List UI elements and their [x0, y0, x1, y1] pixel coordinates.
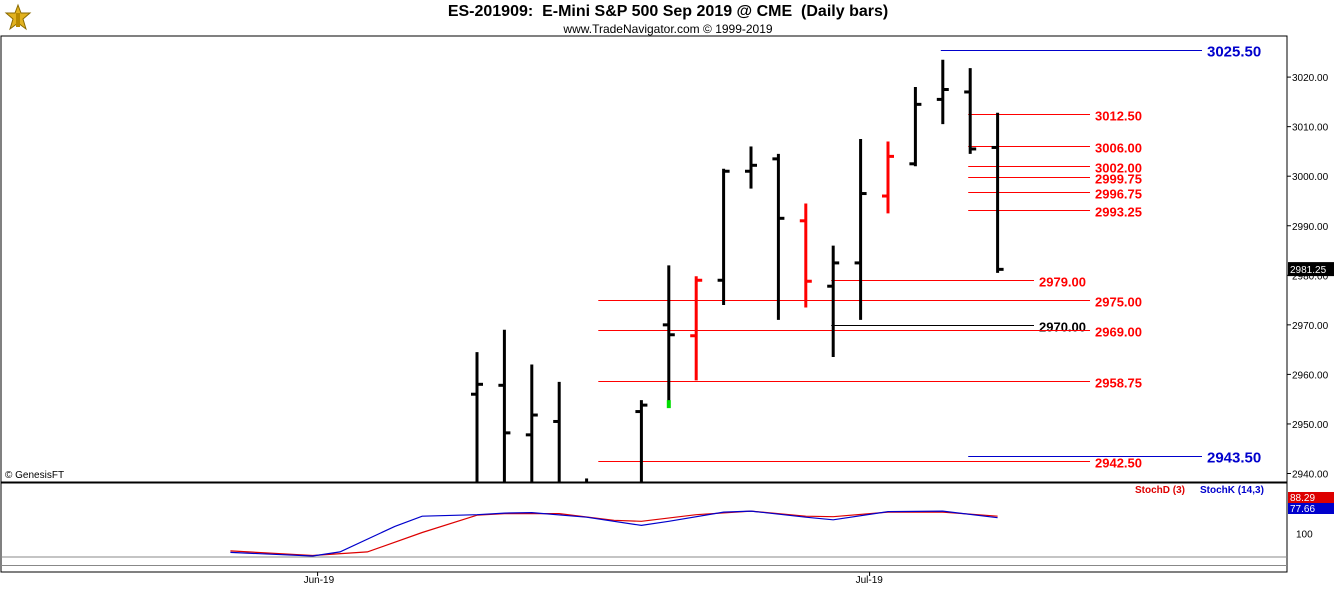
time-tick-label: Jun-19 [304, 575, 335, 586]
last-price-box [1288, 262, 1334, 277]
stoch-series-line [230, 510, 998, 557]
price-tick-label: 2970.00 [1292, 321, 1329, 332]
ohlc-bar [964, 68, 977, 154]
ohlc-bars [471, 59, 1004, 482]
price-tick-label: 3020.00 [1292, 73, 1329, 84]
stoch-value-box [1288, 492, 1334, 503]
stoch-value-label: 77.66 [1290, 504, 1315, 515]
ohlc-bar [745, 146, 757, 189]
price-tick-label: 2980.00 [1292, 271, 1329, 282]
level-label: 2999.75 [1095, 172, 1142, 187]
chart-header: ES-201909: E-Mini S&P 500 Sep 2019 @ CME… [0, 0, 1336, 36]
ohlc-bar [772, 153, 785, 320]
stoch-series-line [230, 510, 998, 557]
level-label: 2996.75 [1095, 187, 1142, 202]
price-tick-label: 3000.00 [1292, 172, 1329, 183]
stoch-value-box [1288, 503, 1334, 514]
ohlc-bar [936, 59, 949, 125]
ohlc-bar [553, 381, 561, 482]
level-label: 2975.00 [1095, 295, 1142, 310]
chart-title: ES-201909: E-Mini S&P 500 Sep 2019 @ CME… [447, 3, 889, 20]
ohlc-bar [854, 139, 867, 320]
price-tick-label: 2940.00 [1292, 470, 1329, 481]
price-pane-frame [0, 35, 1288, 483]
stoch-value-label: 88.29 [1290, 493, 1315, 504]
price-tick-label: 3010.00 [1292, 123, 1329, 134]
price-tick-label: 2990.00 [1292, 222, 1329, 233]
price-levels: 3025.50 3012.50 3006.00 3002.002999.752996.… [598, 44, 1261, 471]
ohlc-bar [471, 352, 483, 482]
ohlc-bar [799, 203, 812, 308]
ohlc-bar [991, 112, 1004, 273]
level-label: 2958.75 [1095, 376, 1142, 391]
level-label: 3006.00 [1095, 141, 1142, 156]
ohlc-bar [662, 265, 675, 409]
level-label: 3012.50 [1095, 109, 1142, 124]
copyright-label: © GenesisFT [5, 470, 64, 481]
level-label: 3002.00 [1095, 161, 1142, 176]
price-tick-label: 2960.00 [1292, 370, 1329, 381]
level-label: 2969.00 [1095, 325, 1142, 340]
ohlc-bar [717, 168, 730, 306]
buy-signal-marker [666, 400, 671, 409]
level-label: 2943.50 [1207, 450, 1261, 467]
stoch-tick-label: 100 [1296, 530, 1313, 541]
ohlc-bar [882, 141, 894, 214]
stoch-pane-frame [0, 482, 1288, 573]
time-axis: Jun-19 Jul-19 [304, 572, 884, 586]
price-tick-label: 2950.00 [1292, 420, 1329, 431]
stoch-legend-entry: StochK (14,3) [1200, 485, 1264, 496]
price-axis: 2940.00 2950.00 2960.00 2970.00 2980.00 2990.… [1287, 73, 1334, 481]
ohlc-bar [635, 400, 648, 482]
level-label: 2979.00 [1039, 275, 1086, 290]
stoch-legend-entry: StochD (3) [1135, 485, 1185, 496]
chart-subtitle: www.TradeNavigator.com © 1999-2019 [563, 22, 773, 36]
level-label: 2970.00 [1039, 320, 1086, 335]
ohlc-bar [690, 276, 703, 381]
ohlc-bar [498, 329, 511, 482]
trade-navigator-logo-icon [4, 3, 32, 31]
level-label: 2993.25 [1095, 205, 1142, 220]
ohlc-bar [909, 87, 922, 167]
level-label: 3025.50 [1207, 44, 1261, 61]
last-price-label: 2981.25 [1290, 265, 1327, 276]
ohlc-bar [525, 364, 538, 482]
level-label: 2942.50 [1095, 456, 1142, 471]
time-tick-label: Jul-19 [856, 575, 884, 586]
ohlc-bar [827, 245, 840, 358]
